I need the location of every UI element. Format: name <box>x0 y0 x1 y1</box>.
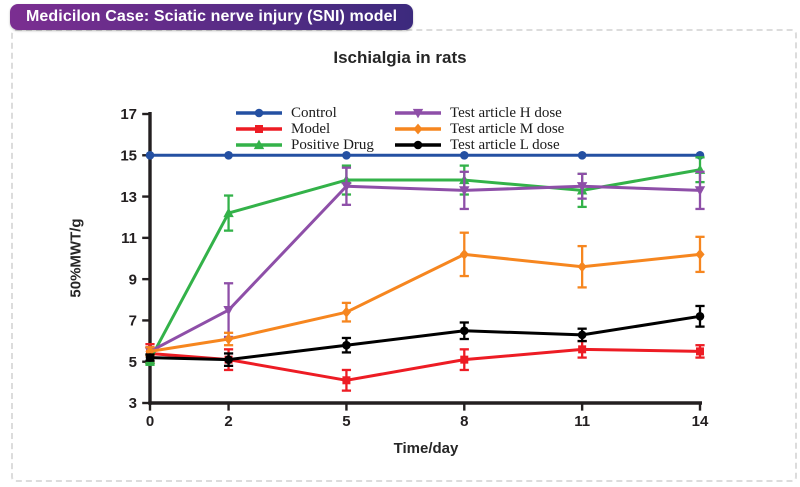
y-tick-label: 17 <box>120 106 137 123</box>
legend-marker-square-icon <box>236 125 282 133</box>
series-test-article-l-dose <box>145 304 705 367</box>
y-tick-label: 15 <box>120 147 137 164</box>
legend-item-test-article-h-dose: Test article H dose <box>395 105 564 121</box>
legend-marker-triangle-up-icon <box>236 139 282 150</box>
legend-label: Control <box>291 105 337 121</box>
legend-label: Positive Drug <box>291 137 374 153</box>
case-card <box>11 29 797 482</box>
y-tick-label: 5 <box>129 354 137 371</box>
legend-label: Test article L dose <box>450 137 560 153</box>
y-tick-label: 9 <box>129 271 137 288</box>
x-tick-label: 2 <box>224 413 232 430</box>
legend-item-model: Model <box>236 121 374 137</box>
x-tick-label: 11 <box>574 413 590 430</box>
legend-marker-triangle-down-icon <box>395 108 441 119</box>
chart-title: Ischialgia in rats <box>333 48 467 67</box>
legend-item-test-article-l-dose: Test article L dose <box>395 137 564 153</box>
y-axis-title: 50%MWT/g <box>67 218 85 298</box>
x-tick-label: 14 <box>692 413 709 430</box>
legend-marker-diamond-icon <box>395 123 441 135</box>
x-tick-label: 8 <box>460 413 468 430</box>
x-axis-title: Time/day <box>393 440 459 457</box>
legend-item-positive-drug: Positive Drug <box>236 137 374 153</box>
legend-column-1: Control Model Positive Drug <box>236 105 374 153</box>
x-tick-label: 5 <box>342 413 350 430</box>
x-tick-label: 0 <box>146 413 154 430</box>
legend-label: Test article M dose <box>450 121 565 137</box>
y-tick-label: 11 <box>121 230 137 247</box>
legend-label: Test article H dose <box>450 105 562 121</box>
legend-marker-circle-icon <box>236 108 282 118</box>
legend-marker-circle-icon <box>395 140 441 150</box>
y-tick-label: 13 <box>120 189 137 206</box>
case-badge: Medicilon Case: Sciatic nerve injury (SN… <box>10 4 414 30</box>
y-tick-label: 3 <box>129 395 137 412</box>
series-test-article-m-dose <box>145 231 705 357</box>
legend-item-control: Control <box>236 105 374 121</box>
series-control <box>145 150 705 160</box>
legend-label: Model <box>291 121 331 137</box>
y-tick-label: 7 <box>129 313 137 330</box>
legend-item-test-article-m-dose: Test article M dose <box>395 121 564 137</box>
legend-column-2: Test article H dose Test article M dose Te… <box>395 105 564 153</box>
